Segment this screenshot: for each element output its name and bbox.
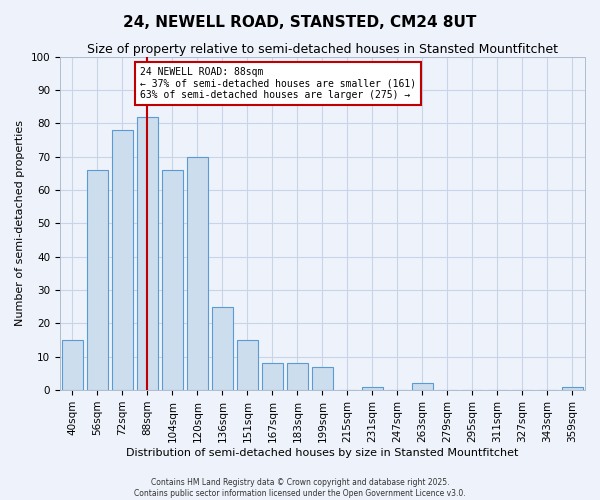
Text: 24 NEWELL ROAD: 88sqm
← 37% of semi-detached houses are smaller (161)
63% of sem: 24 NEWELL ROAD: 88sqm ← 37% of semi-deta…	[140, 66, 416, 100]
Bar	[412, 384, 433, 390]
Y-axis label: Number of semi-detached properties: Number of semi-detached properties	[15, 120, 25, 326]
Text: Contains HM Land Registry data © Crown copyright and database right 2025.
Contai: Contains HM Land Registry data © Crown c…	[134, 478, 466, 498]
Bar	[87, 170, 108, 390]
Bar	[212, 306, 233, 390]
Bar	[312, 367, 333, 390]
Bar	[237, 340, 258, 390]
Bar	[162, 170, 183, 390]
Bar	[287, 364, 308, 390]
Bar	[137, 116, 158, 390]
Bar	[62, 340, 83, 390]
Bar	[362, 387, 383, 390]
X-axis label: Distribution of semi-detached houses by size in Stansted Mountfitchet: Distribution of semi-detached houses by …	[126, 448, 518, 458]
Text: 24, NEWELL ROAD, STANSTED, CM24 8UT: 24, NEWELL ROAD, STANSTED, CM24 8UT	[124, 15, 476, 30]
Bar	[112, 130, 133, 390]
Bar	[187, 156, 208, 390]
Title: Size of property relative to semi-detached houses in Stansted Mountfitchet: Size of property relative to semi-detach…	[87, 42, 558, 56]
Bar	[262, 364, 283, 390]
Bar	[562, 387, 583, 390]
